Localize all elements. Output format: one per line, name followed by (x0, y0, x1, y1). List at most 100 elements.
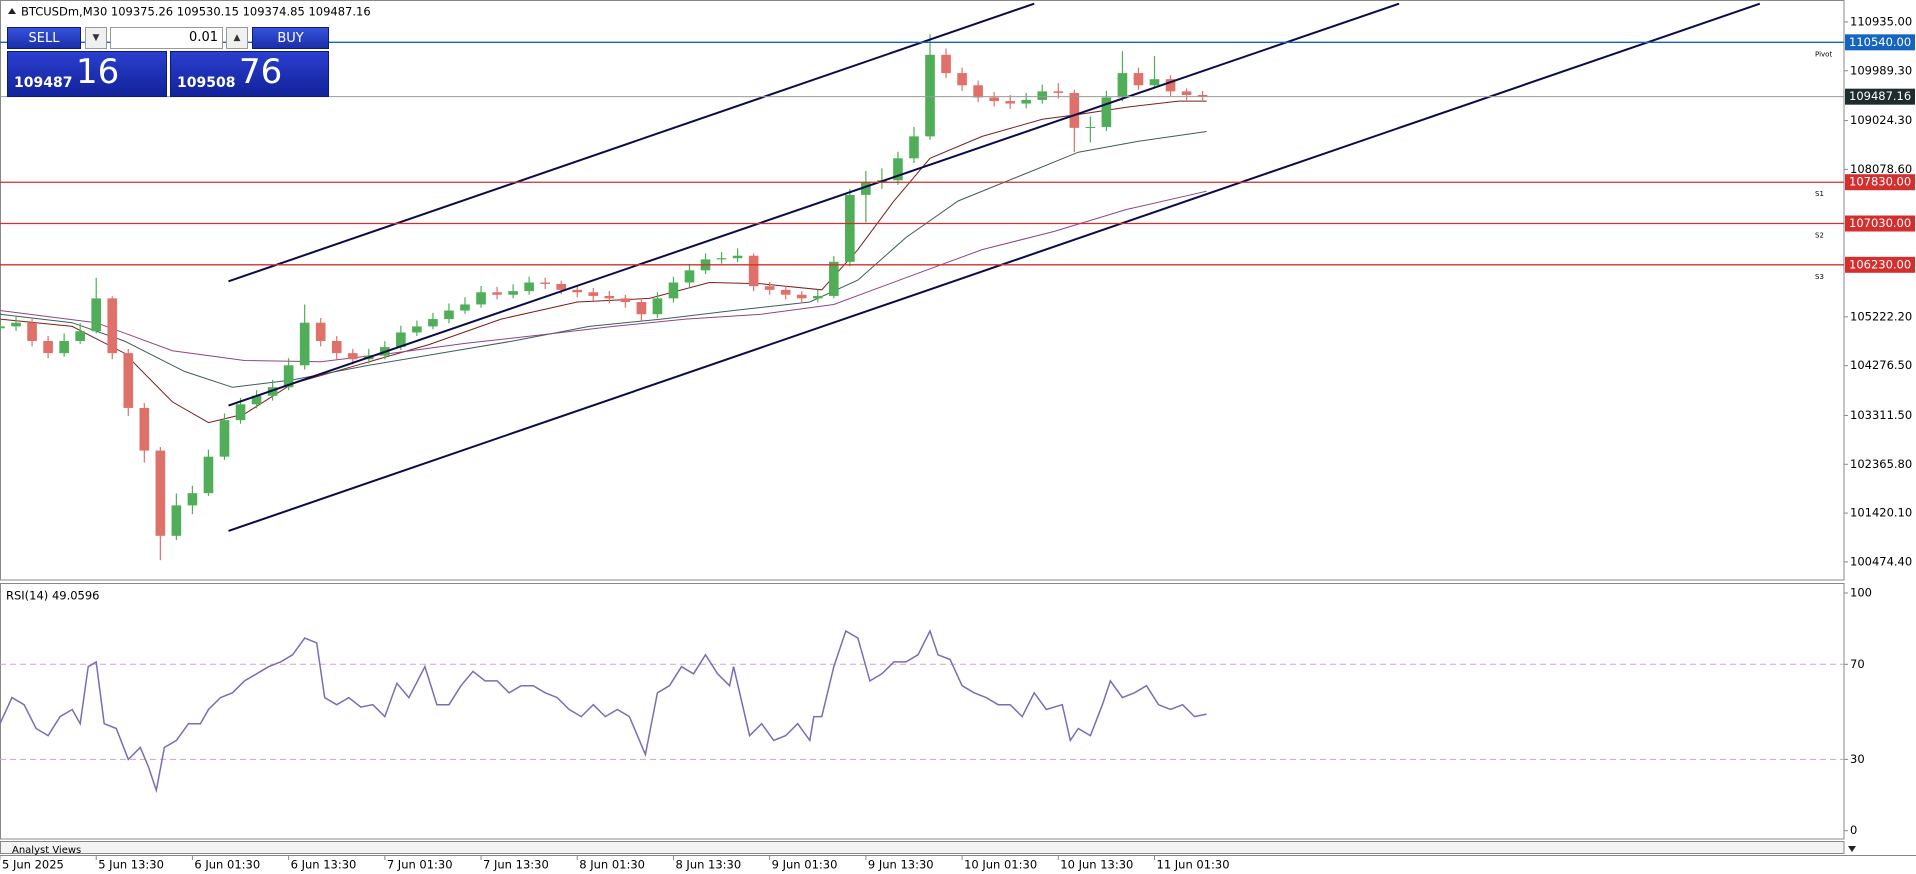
menu-triangle[interactable] (8, 8, 16, 14)
scroll-arrow[interactable] (1848, 846, 1856, 852)
x-tick-label: 5 Jun 2025 (2, 858, 64, 872)
candle-body (347, 353, 358, 360)
candle-body (219, 420, 230, 457)
rsi-title: RSI(14) 49.0596 (6, 589, 100, 603)
lot-input[interactable]: 0.01 (110, 27, 223, 49)
level-name: S2 (1815, 232, 1824, 240)
channel-line (228, 2, 1035, 283)
y-tick-label: 0 (1850, 823, 1857, 837)
candle-body (299, 322, 310, 366)
candle-body (1149, 79, 1160, 86)
y-tick-label: 109989.30 (1850, 63, 1912, 77)
candle-body (11, 322, 21, 327)
footer-tab-strip (0, 841, 1845, 854)
rsi-frame (0, 583, 1845, 840)
candle-body (989, 97, 999, 102)
candle-body (1021, 99, 1032, 104)
candle-body (283, 365, 294, 388)
x-tick-label: 11 Jun 01:30 (1157, 858, 1230, 872)
level-box (1845, 174, 1915, 191)
candle-body (331, 341, 342, 354)
candle-body (572, 289, 583, 293)
candle-body (492, 292, 502, 295)
candle-body (812, 295, 823, 299)
lot-up[interactable]: ▲ (226, 27, 248, 49)
candle-body (828, 261, 839, 296)
candle-body (540, 282, 550, 284)
candle-body (1069, 92, 1080, 128)
main-frame (0, 0, 1845, 581)
level-box (1845, 256, 1915, 273)
candle-body (1053, 91, 1064, 93)
buy-button[interactable]: BUY (252, 27, 329, 49)
candle-body (909, 136, 919, 159)
trade-panel: SELL ▼ 0.01 ▲ BUY 109487 16 109508 76 (7, 27, 329, 97)
candle-body (925, 54, 935, 137)
ask-quote[interactable]: 109508 76 (170, 51, 329, 97)
candle-body (1197, 94, 1208, 97)
sell-button[interactable]: SELL (7, 27, 81, 49)
channel-line (228, 2, 1400, 407)
candle-body (973, 85, 983, 98)
candle-body (508, 291, 518, 295)
level-box (1845, 34, 1915, 51)
moving-average (0, 190, 1207, 363)
y-tick-label: 100 (1850, 585, 1872, 599)
x-tick-label: 6 Jun 13:30 (291, 858, 357, 872)
candle-body (27, 322, 37, 342)
candle-body (893, 158, 903, 181)
candle-body (235, 404, 246, 421)
ask-big: 76 (239, 52, 283, 92)
candle-body (796, 294, 807, 299)
candle-body (1037, 91, 1048, 100)
current-price-box (1845, 88, 1915, 105)
candle-body (267, 387, 278, 396)
x-tick-label: 8 Jun 01:30 (579, 858, 645, 872)
level-name: S1 (1815, 190, 1824, 198)
level-label: 107030.00 (1849, 216, 1911, 230)
candle-body (187, 493, 198, 506)
candle-body (123, 353, 134, 408)
candle-body (251, 395, 262, 405)
footer-tab: Analyst Views (12, 845, 81, 856)
y-tick-label: 109024.30 (1850, 113, 1912, 127)
level-name: S3 (1815, 273, 1824, 281)
bid-quote[interactable]: 109487 16 (7, 51, 167, 97)
x-tick-label: 5 Jun 13:30 (98, 858, 164, 872)
candle-body (588, 292, 599, 296)
moving-average (0, 100, 1207, 424)
candle-body (460, 304, 470, 311)
candle-body (604, 295, 615, 299)
x-tick-label: 8 Jun 13:30 (675, 858, 741, 872)
candle-body (1101, 97, 1112, 127)
candle-body (1117, 73, 1128, 98)
y-tick-label: 104276.50 (1850, 358, 1912, 372)
candle-body (107, 298, 118, 354)
candle-body (1181, 91, 1192, 95)
bid-big: 16 (76, 52, 120, 92)
candle-body (428, 319, 438, 327)
main-plot (0, 2, 1761, 561)
candle-body (43, 341, 53, 354)
candle-body (764, 286, 775, 290)
candle-body (396, 332, 406, 348)
level-label: 106230.00 (1849, 257, 1911, 271)
candle-body (203, 456, 214, 494)
x-tick-label: 9 Jun 01:30 (772, 858, 838, 872)
candle-body (668, 282, 679, 299)
candle-body (684, 270, 695, 283)
candle-body (524, 282, 534, 292)
x-tick-label: 9 Jun 13:30 (868, 858, 934, 872)
candle-body (620, 298, 631, 303)
y-tick-label: 108078.60 (1850, 162, 1912, 176)
channel-line (228, 2, 1761, 532)
candle-body (1085, 126, 1096, 128)
candle-body (315, 322, 326, 342)
y-tick-label: 102365.80 (1850, 457, 1912, 471)
lot-down[interactable]: ▼ (85, 27, 107, 49)
candle-body (780, 289, 791, 295)
x-tick-label: 7 Jun 13:30 (483, 858, 549, 872)
candle-body (556, 283, 567, 290)
ask-main: 109508 (177, 75, 236, 91)
